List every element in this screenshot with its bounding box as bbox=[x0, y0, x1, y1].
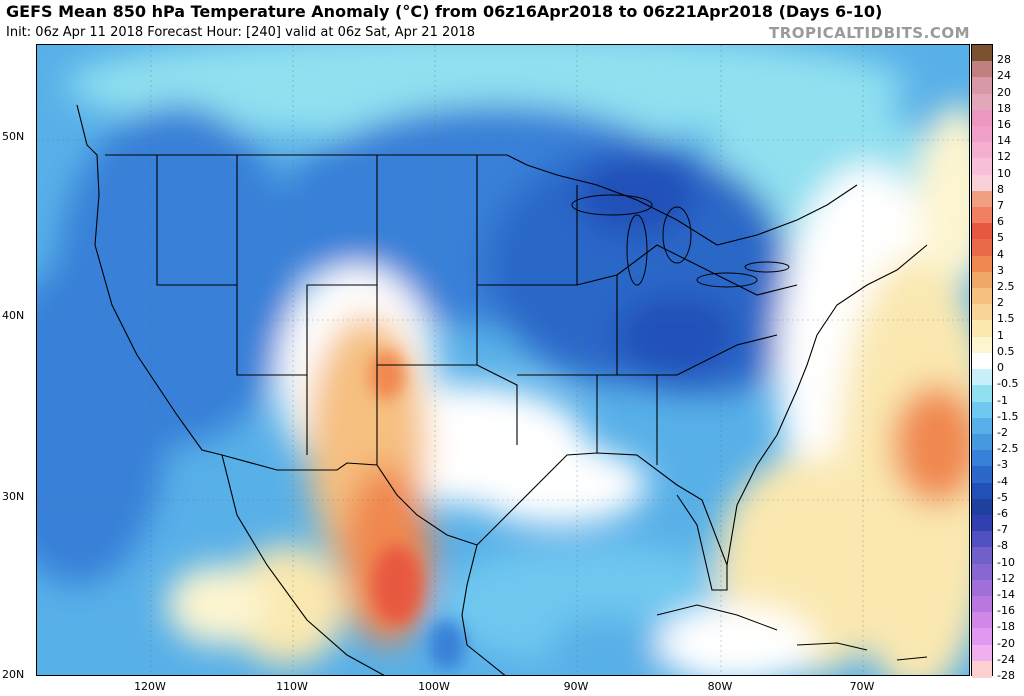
lon-label-100w: 100W bbox=[418, 680, 450, 693]
forecast-info: Init: 06z Apr 11 2018 Forecast Hour: [24… bbox=[6, 25, 476, 40]
colorbar-segment bbox=[972, 45, 992, 62]
lon-label-80w: 80W bbox=[707, 680, 733, 693]
colorbar-label: 1 bbox=[997, 328, 1004, 342]
colorbar-segment bbox=[972, 223, 992, 241]
colorbar-label: -12 bbox=[997, 571, 1015, 585]
colorbar-segment bbox=[972, 336, 992, 354]
colorbar-label: 18 bbox=[997, 101, 1011, 115]
colorbar-segment bbox=[972, 207, 992, 225]
colorbar-label: 24 bbox=[997, 69, 1011, 83]
colorbar-segment bbox=[972, 385, 992, 403]
colorbar-label: 20 bbox=[997, 85, 1011, 99]
site-brand: TROPICALTIDBITS.COM bbox=[769, 24, 970, 42]
colorbar-segment bbox=[972, 401, 992, 419]
colorbar-segment bbox=[972, 352, 992, 370]
colorbar-segment bbox=[972, 660, 992, 678]
colorbar-label: -1 bbox=[997, 393, 1008, 407]
colorbar-segment bbox=[972, 174, 992, 192]
colorbar-segment bbox=[972, 514, 992, 532]
lat-label-50n: 50N bbox=[2, 130, 25, 143]
colorbar-label: 7 bbox=[997, 199, 1004, 213]
colorbar-segment bbox=[972, 547, 992, 565]
colorbar-label: -2.5 bbox=[997, 442, 1019, 456]
colorbar-label: 1.5 bbox=[997, 312, 1015, 326]
colorbar-segment bbox=[972, 288, 992, 306]
colorbar-label: 2.5 bbox=[997, 280, 1015, 294]
colorbar bbox=[971, 44, 993, 678]
colorbar-label: -16 bbox=[997, 604, 1015, 618]
colorbar-label: -28 bbox=[997, 669, 1015, 682]
colorbar-label: 5 bbox=[997, 231, 1004, 245]
colorbar-label: -10 bbox=[997, 555, 1015, 569]
colorbar-segment bbox=[972, 628, 992, 646]
colorbar-segment bbox=[972, 109, 992, 127]
colorbar-label: -4 bbox=[997, 474, 1008, 488]
colorbar-label: -2 bbox=[997, 425, 1008, 439]
colorbar-label: -0.5 bbox=[997, 377, 1019, 391]
colorbar-label: -24 bbox=[997, 652, 1015, 666]
colorbar-label: 4 bbox=[997, 247, 1004, 261]
colorbar-segment bbox=[972, 417, 992, 435]
lat-label-40n: 40N bbox=[2, 309, 25, 322]
colorbar-segment bbox=[972, 612, 992, 630]
colorbar-label: 3 bbox=[997, 263, 1004, 277]
colorbar-segment bbox=[972, 93, 992, 111]
colorbar-label: 8 bbox=[997, 182, 1004, 196]
colorbar-label: 12 bbox=[997, 150, 1011, 164]
colorbar-label: -1.5 bbox=[997, 409, 1019, 423]
colorbar-label: 0.5 bbox=[997, 344, 1015, 358]
colorbar-segment bbox=[972, 190, 992, 208]
anomaly-map bbox=[36, 44, 970, 676]
anomaly-map-canvas bbox=[37, 45, 969, 675]
colorbar-segment bbox=[972, 158, 992, 176]
colorbar-segment bbox=[972, 531, 992, 549]
colorbar-segment bbox=[972, 579, 992, 597]
colorbar-segment bbox=[972, 126, 992, 144]
colorbar-segment bbox=[972, 482, 992, 500]
colorbar-label: 28 bbox=[997, 53, 1011, 67]
colorbar-label: 0 bbox=[997, 361, 1004, 375]
colorbar-segment bbox=[972, 320, 992, 338]
map-title: GEFS Mean 850 hPa Temperature Anomaly (°… bbox=[6, 2, 883, 21]
colorbar-segment bbox=[972, 61, 992, 79]
colorbar-label: 14 bbox=[997, 134, 1011, 148]
colorbar-label: 16 bbox=[997, 118, 1011, 132]
colorbar-segment bbox=[972, 239, 992, 257]
colorbar-segment bbox=[972, 142, 992, 160]
colorbar-segment bbox=[972, 433, 992, 451]
colorbar-label: 10 bbox=[997, 166, 1011, 180]
lat-label-20n: 20N bbox=[2, 668, 25, 681]
lon-label-70w: 70W bbox=[849, 680, 875, 693]
lon-label-90w: 90W bbox=[563, 680, 589, 693]
colorbar-segment bbox=[972, 271, 992, 289]
lon-label-110w: 110W bbox=[276, 680, 308, 693]
colorbar-label: -20 bbox=[997, 636, 1015, 650]
colorbar-segment bbox=[972, 644, 992, 662]
colorbar-label: 6 bbox=[997, 215, 1004, 229]
colorbar-label: -8 bbox=[997, 539, 1008, 553]
colorbar-segment bbox=[972, 466, 992, 484]
colorbar-label: -18 bbox=[997, 620, 1015, 634]
colorbar-segment bbox=[972, 255, 992, 273]
colorbar-segment bbox=[972, 304, 992, 322]
colorbar-segment bbox=[972, 450, 992, 468]
colorbar-label: -5 bbox=[997, 490, 1008, 504]
lat-label-30n: 30N bbox=[2, 490, 25, 503]
colorbar-label: -6 bbox=[997, 506, 1008, 520]
colorbar-segment bbox=[972, 563, 992, 581]
colorbar-segment bbox=[972, 369, 992, 387]
colorbar-segment bbox=[972, 498, 992, 516]
colorbar-segment bbox=[972, 77, 992, 95]
colorbar-label: -14 bbox=[997, 587, 1015, 601]
colorbar-segment bbox=[972, 595, 992, 613]
lon-label-120w: 120W bbox=[134, 680, 166, 693]
colorbar-label: 2 bbox=[997, 296, 1004, 310]
colorbar-label: -3 bbox=[997, 458, 1008, 472]
colorbar-label: -7 bbox=[997, 523, 1008, 537]
